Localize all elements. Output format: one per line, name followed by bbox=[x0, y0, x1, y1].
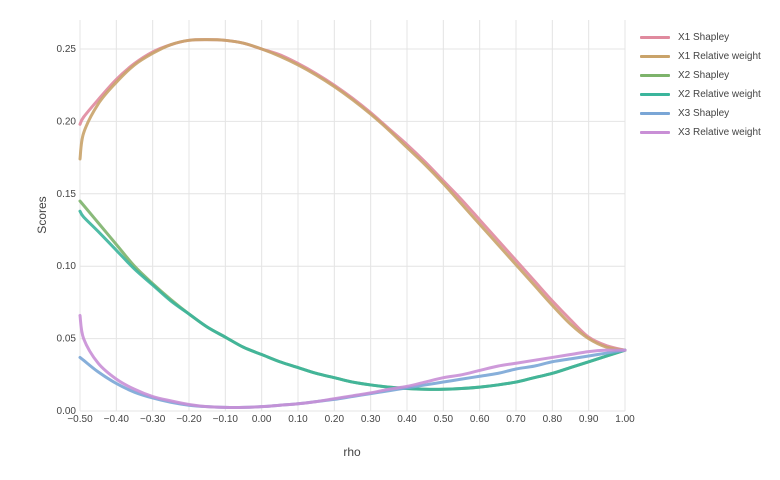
legend-label: X3 Relative weight bbox=[678, 127, 761, 138]
x-axis-ticks: −0.50 −0.40 −0.30 −0.20 −0.10 0.00 0.10 0.20 0.3… bbox=[67, 414, 635, 425]
legend-item[interactable]: X1 Shapley bbox=[640, 28, 761, 47]
y-axis-title: Scores bbox=[35, 196, 49, 233]
x-tick-label: −0.20 bbox=[176, 414, 202, 425]
legend-swatch-icon bbox=[640, 55, 670, 58]
x-tick-label: 0.70 bbox=[506, 414, 526, 425]
y-tick-label: 0.15 bbox=[57, 189, 77, 200]
series-line-x1-relative-weight[interactable] bbox=[78, 38, 627, 352]
legend-label: X1 Relative weight bbox=[678, 51, 761, 62]
legend-swatch-icon bbox=[640, 36, 670, 39]
legend-item[interactable]: X3 Shapley bbox=[640, 104, 761, 123]
legend-item[interactable]: X1 Relative weight bbox=[640, 47, 761, 66]
legend-item[interactable]: X3 Relative weight bbox=[640, 123, 761, 142]
x-tick-label: −0.40 bbox=[104, 414, 130, 425]
y-axis-ticks: 0.00 0.05 0.10 0.15 0.20 0.25 bbox=[57, 44, 77, 417]
y-tick-label: 0.05 bbox=[57, 334, 77, 345]
series-line-x1-shapley[interactable] bbox=[78, 38, 627, 352]
y-tick-label: 0.10 bbox=[57, 261, 77, 272]
x-tick-label: 0.50 bbox=[434, 414, 454, 425]
series-line-x2-relative-weight[interactable] bbox=[78, 209, 627, 391]
legend-swatch-icon bbox=[640, 131, 670, 134]
y-tick-label: 0.20 bbox=[57, 116, 77, 127]
x-tick-label: −0.50 bbox=[67, 414, 93, 425]
y-tick-label: 0.25 bbox=[57, 44, 77, 55]
x-tick-label: 0.00 bbox=[252, 414, 272, 425]
series-line-x3-relative-weight[interactable] bbox=[78, 313, 627, 409]
legend-label: X3 Shapley bbox=[678, 108, 730, 119]
x-tick-label: 0.90 bbox=[579, 414, 599, 425]
grid-lines bbox=[79, 20, 626, 412]
legend-label: X2 Shapley bbox=[678, 70, 730, 81]
x-tick-label: −0.30 bbox=[140, 414, 166, 425]
x-axis-title: rho bbox=[343, 445, 361, 459]
x-tick-label: −0.10 bbox=[213, 414, 239, 425]
legend-item[interactable]: X2 Shapley bbox=[640, 66, 761, 85]
legend: X1 Shapley X1 Relative weight X2 Shapley X2… bbox=[640, 28, 761, 142]
legend-swatch-icon bbox=[640, 112, 670, 115]
x-tick-label: 0.80 bbox=[543, 414, 563, 425]
series-lines bbox=[78, 38, 627, 409]
y-tick-label: 0.00 bbox=[57, 406, 77, 417]
x-tick-label: 0.20 bbox=[325, 414, 345, 425]
legend-label: X1 Shapley bbox=[678, 32, 730, 43]
legend-swatch-icon bbox=[640, 93, 670, 96]
x-tick-label: 0.10 bbox=[288, 414, 308, 425]
x-tick-label: 0.60 bbox=[470, 414, 490, 425]
legend-swatch-icon bbox=[640, 74, 670, 77]
x-tick-label: 0.30 bbox=[361, 414, 381, 425]
x-tick-label: 1.00 bbox=[615, 414, 635, 425]
x-tick-label: 0.40 bbox=[397, 414, 417, 425]
legend-item[interactable]: X2 Relative weight bbox=[640, 85, 761, 104]
legend-label: X2 Relative weight bbox=[678, 89, 761, 100]
